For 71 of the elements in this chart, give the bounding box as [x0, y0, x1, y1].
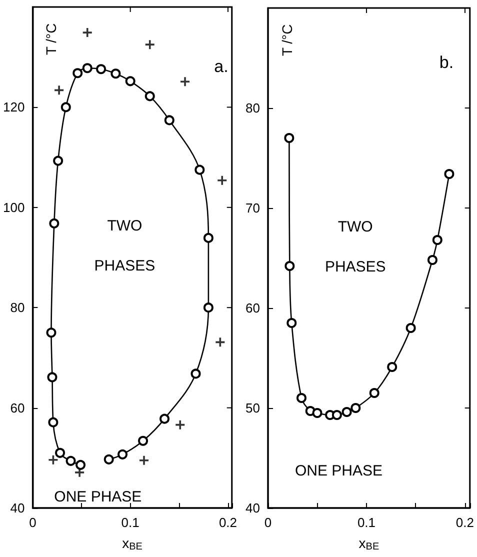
text: a.: [214, 56, 228, 76]
x-tick-label: 0: [264, 515, 272, 530]
y-tick-label: 60: [246, 300, 260, 316]
point: [76, 460, 86, 470]
point: [369, 388, 380, 398]
point: [286, 318, 297, 328]
y-tick-label: 50: [246, 400, 260, 416]
x-tick-label: 0.1: [121, 515, 140, 530]
x-tick-label: 0: [29, 515, 36, 530]
point: [110, 68, 121, 79]
point: [138, 436, 148, 446]
point: [406, 323, 416, 333]
point: [125, 76, 136, 86]
point: [218, 176, 227, 185]
point: [48, 455, 58, 464]
point: [145, 40, 154, 50]
point: [180, 77, 190, 86]
y-axis-title: T /°C: [43, 23, 59, 56]
point: [190, 368, 201, 379]
point: [75, 468, 84, 477]
point: [47, 372, 58, 382]
point: [332, 410, 342, 420]
y-tick-label: 40: [246, 500, 260, 516]
text: b.: [439, 52, 454, 72]
point: [53, 156, 64, 166]
point: [194, 164, 205, 175]
point: [144, 91, 155, 102]
point: [387, 362, 398, 372]
point: [350, 403, 361, 413]
annotation: ONE PHASE: [54, 488, 142, 506]
y-tick-label: 80: [246, 100, 260, 116]
y-axis-title: T /°C: [279, 24, 295, 56]
point: [427, 255, 438, 265]
point: [55, 448, 66, 458]
point: [118, 449, 128, 460]
annotation: ONE PHASE: [294, 462, 382, 480]
point: [312, 408, 322, 418]
y-tick-label: 100: [2, 200, 25, 215]
y-tick-label: 70: [246, 200, 260, 216]
point: [96, 64, 106, 74]
text: TWO PHASES: [324, 218, 386, 276]
point: [49, 218, 60, 228]
y-tick-label: 120: [2, 100, 25, 115]
point: [82, 28, 92, 38]
point: [284, 133, 294, 143]
point: [432, 235, 442, 245]
x-tick-label: 0.2: [456, 515, 474, 530]
point: [104, 454, 114, 464]
point: [342, 407, 352, 417]
point: [140, 456, 149, 465]
point: [164, 115, 174, 126]
y-tick-label: 40: [10, 500, 25, 516]
point: [48, 417, 58, 428]
point: [176, 420, 185, 430]
point: [82, 63, 92, 74]
point: [72, 68, 83, 78]
point: [284, 261, 295, 271]
y-tick-label: 60: [10, 400, 25, 416]
point: [54, 86, 64, 95]
point: [60, 102, 71, 112]
x-tick-label: 0.2: [218, 515, 238, 530]
point: [296, 393, 306, 403]
point: [203, 232, 214, 243]
point: [444, 169, 454, 179]
point: [46, 328, 56, 338]
text: TWO PHASES: [94, 217, 156, 274]
x-tick-label: 0.1: [357, 515, 376, 530]
point: [203, 302, 214, 313]
point: [66, 456, 76, 466]
y-tick-label: 80: [10, 300, 25, 316]
point: [160, 414, 170, 424]
